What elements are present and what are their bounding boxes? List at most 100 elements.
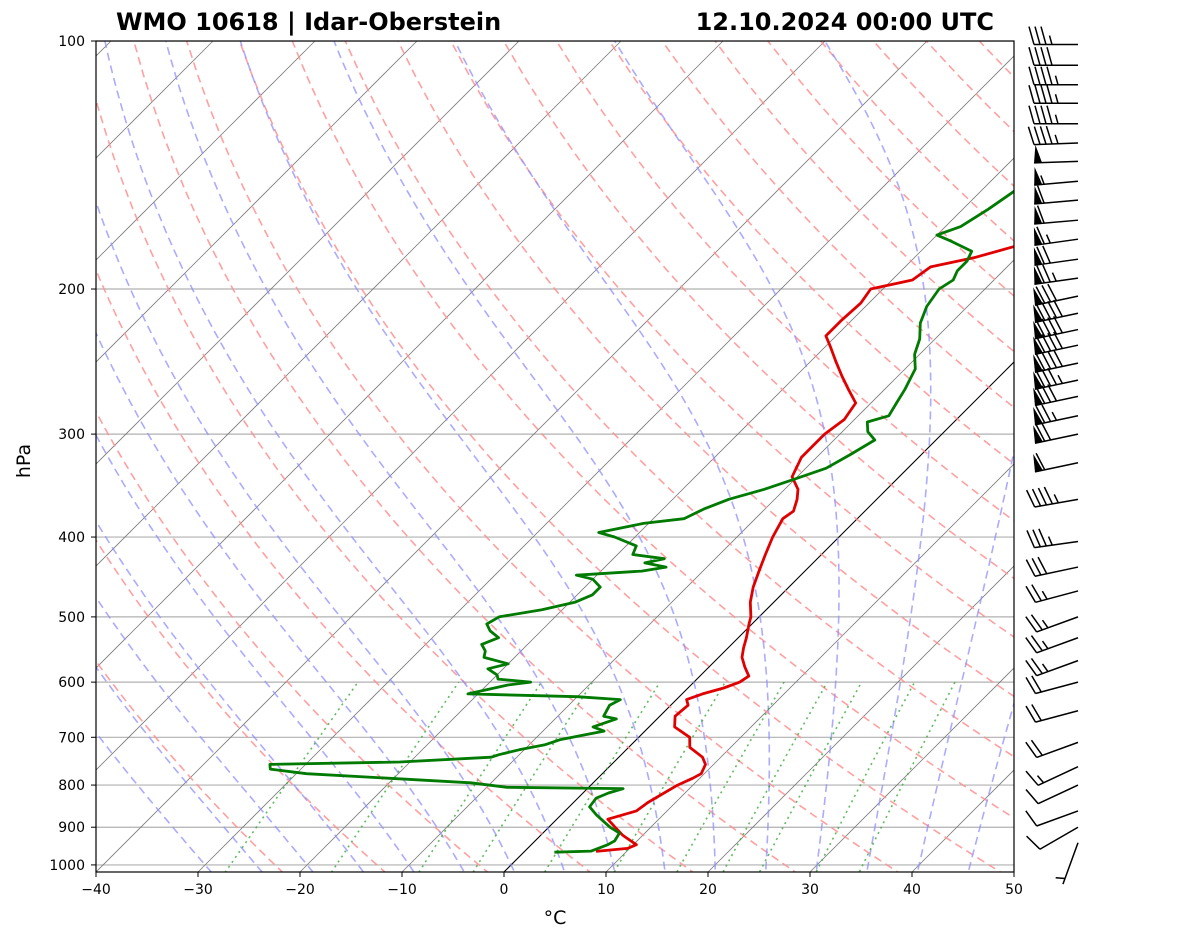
x-tick-label: −10 [387,882,417,898]
wind-barb [1025,614,1079,633]
moist-adiabat [104,41,566,872]
dry-adiabat [925,41,1014,133]
wind-barb [1028,66,1078,86]
wind-barb [1033,384,1079,407]
wind-barb [1027,125,1079,146]
x-tick-label: −30 [183,882,213,898]
x-tick-label: 0 [500,882,509,898]
wind-barb [1025,810,1079,827]
dry-adiabat [661,41,1014,409]
moist-adiabat [239,41,666,872]
x-tick-label: 30 [801,882,819,898]
wind-barb [1034,205,1079,225]
mixing-ratio-line [543,681,661,872]
moist-adiabat [96,433,415,872]
wind-barb [1034,167,1079,186]
dry-adiabat [503,41,1014,580]
x-tick-label: 40 [903,882,921,898]
dry-adiabat [238,41,1002,872]
wind-barb [1025,739,1079,759]
wind-barb [1034,144,1079,164]
x-axis-ticks: −40 −30 −20 −10 0 10 20 30 40 50 [81,872,1023,898]
wind-barb [1025,486,1079,508]
wind-barbs [1025,26,1079,885]
wind-barb [1028,26,1078,46]
wind-barb [1055,842,1079,885]
isotherm-line [707,565,1014,872]
isotherm-line [197,55,1014,872]
wind-barb [1028,47,1078,66]
mixing-ratio-line [613,681,726,872]
x-tick-label: −40 [81,882,111,898]
temperature-profile-line [595,245,1014,853]
wind-barb [1026,826,1079,850]
wind-barb [1033,315,1079,340]
moist-adiabat [96,519,365,872]
y-tick-label: 700 [58,730,85,746]
y-tick-label: 500 [58,610,85,626]
moist-adiabat [96,596,314,872]
dewpoint-profile-line [268,189,1014,854]
isotherm-line [96,41,928,872]
dry-adiabat [1138,41,1181,882]
dry-adiabat [344,41,1014,758]
mixing-ratio-line [815,681,916,872]
y-axis-label: hPa [13,444,35,478]
wind-barb [1033,423,1079,444]
wind-barb [1025,766,1079,786]
wind-barb [1034,185,1079,205]
y-tick-label: 200 [58,282,85,298]
wind-barb [1033,299,1079,324]
chart-title-station: WMO 10618 | Idar-Oberstein [116,8,501,36]
dry-adiabat [1032,41,1181,882]
dry-adiabat [450,41,1014,638]
zero-isotherm [503,361,1014,872]
mixing-ratio-line [758,681,863,872]
x-tick-label: 10 [597,882,615,898]
moist-adiabat [916,447,1014,872]
y-tick-label: 300 [58,427,85,443]
chart-title-date: 12.10.2024 00:00 UTC [696,8,994,36]
dry-adiabat [96,96,695,872]
wind-barb [1033,349,1079,373]
wind-barb [1033,367,1079,391]
x-tick-label: 20 [699,882,717,898]
y-tick-label: 600 [58,675,85,691]
dry-adiabat [185,41,900,872]
isotherm-line [1013,871,1014,872]
mixing-ratio-line [330,681,460,872]
dry-adiabat [555,41,1014,522]
isotherm-line [96,41,724,669]
y-tick-label: 900 [58,820,85,836]
moist-adiabat [824,41,932,872]
wind-barb [1026,528,1079,549]
dry-adiabat [820,41,1014,242]
isotherm-line [96,41,418,363]
y-tick-label: 400 [58,530,85,546]
dry-adiabat [96,538,387,872]
y-tick-label: 100 [58,34,85,50]
dry-adiabat [1085,41,1181,882]
isotherm-line [809,667,1014,872]
moist-adiabat [454,41,771,872]
wind-barb [1025,675,1079,695]
mixing-ratio-line [675,681,785,872]
mixing-ratio-line [418,681,542,872]
mixing-ratio-line [472,681,594,872]
wind-barb [1028,85,1078,104]
wind-barb [1025,584,1079,604]
wind-barb [1033,452,1079,473]
isotherm-line [503,361,1014,872]
mixing-ratio-line [224,681,359,872]
wind-barb [1033,404,1079,426]
y-axis-ticks: 100 200 300 400 500 600 700 800 900 1000 [49,34,96,874]
wind-barb [1025,657,1079,677]
isotherm-line [96,41,826,771]
wind-barb [1025,635,1079,654]
moist-adiabat [96,199,516,872]
moist-adiabat [967,700,1014,872]
dry-adiabat [96,659,284,872]
x-axis-label: °C [544,907,567,929]
